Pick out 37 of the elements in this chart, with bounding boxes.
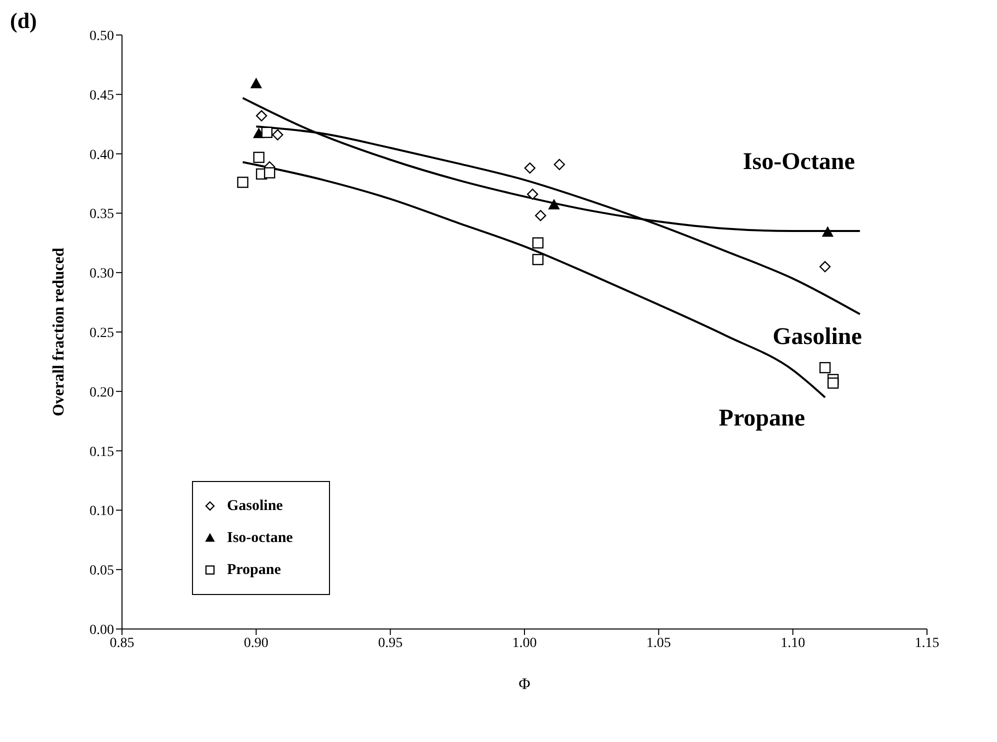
point (264, 167, 276, 178)
point (819, 362, 831, 374)
point (253, 152, 264, 163)
y-tick-label: 0.40 (90, 148, 114, 163)
point (250, 78, 262, 88)
x-tick-label: 1.05 (646, 636, 671, 651)
y-tick-label: 0.35 (90, 207, 114, 222)
y-axis-title: Overall fraction reduced (50, 248, 68, 416)
x-tick-label: 0.85 (110, 636, 134, 651)
y-tick-label: 0.20 (90, 385, 114, 400)
y-tick-label: 0.00 (90, 622, 114, 638)
point (532, 237, 544, 248)
y-tick-label: 0.15 (90, 444, 114, 460)
y-tick-label: 0.30 (90, 266, 114, 282)
point (822, 226, 834, 237)
text: Iso-Octane (742, 149, 856, 176)
point (827, 377, 839, 389)
x-tick-label: 0.95 (378, 636, 403, 651)
point (532, 254, 544, 266)
point (548, 199, 560, 210)
x-axis-title: Φ (518, 676, 531, 693)
x-tick-label: 1.15 (914, 636, 940, 651)
legend-label: Gasoline (227, 498, 283, 514)
y-tick-label: 0.25 (90, 326, 114, 341)
chart-title: (d) (10, 8, 37, 34)
series-label: Propane (718, 405, 806, 432)
legend-label: Propane (227, 562, 281, 578)
series-label: Gasoline (772, 324, 862, 350)
legend-label: Iso-octane (227, 530, 293, 546)
y-tick-label: 0.45 (90, 88, 114, 104)
x-tick-label: 1.00 (512, 636, 537, 651)
x-tick-label: 1.10 (780, 636, 806, 651)
y-tick-label: 0.05 (90, 564, 114, 579)
point (237, 176, 248, 188)
y-tick-label: 0.50 (90, 28, 114, 44)
x-tick-label: 0.90 (244, 636, 268, 651)
y-tick-label: 0.10 (90, 504, 114, 520)
